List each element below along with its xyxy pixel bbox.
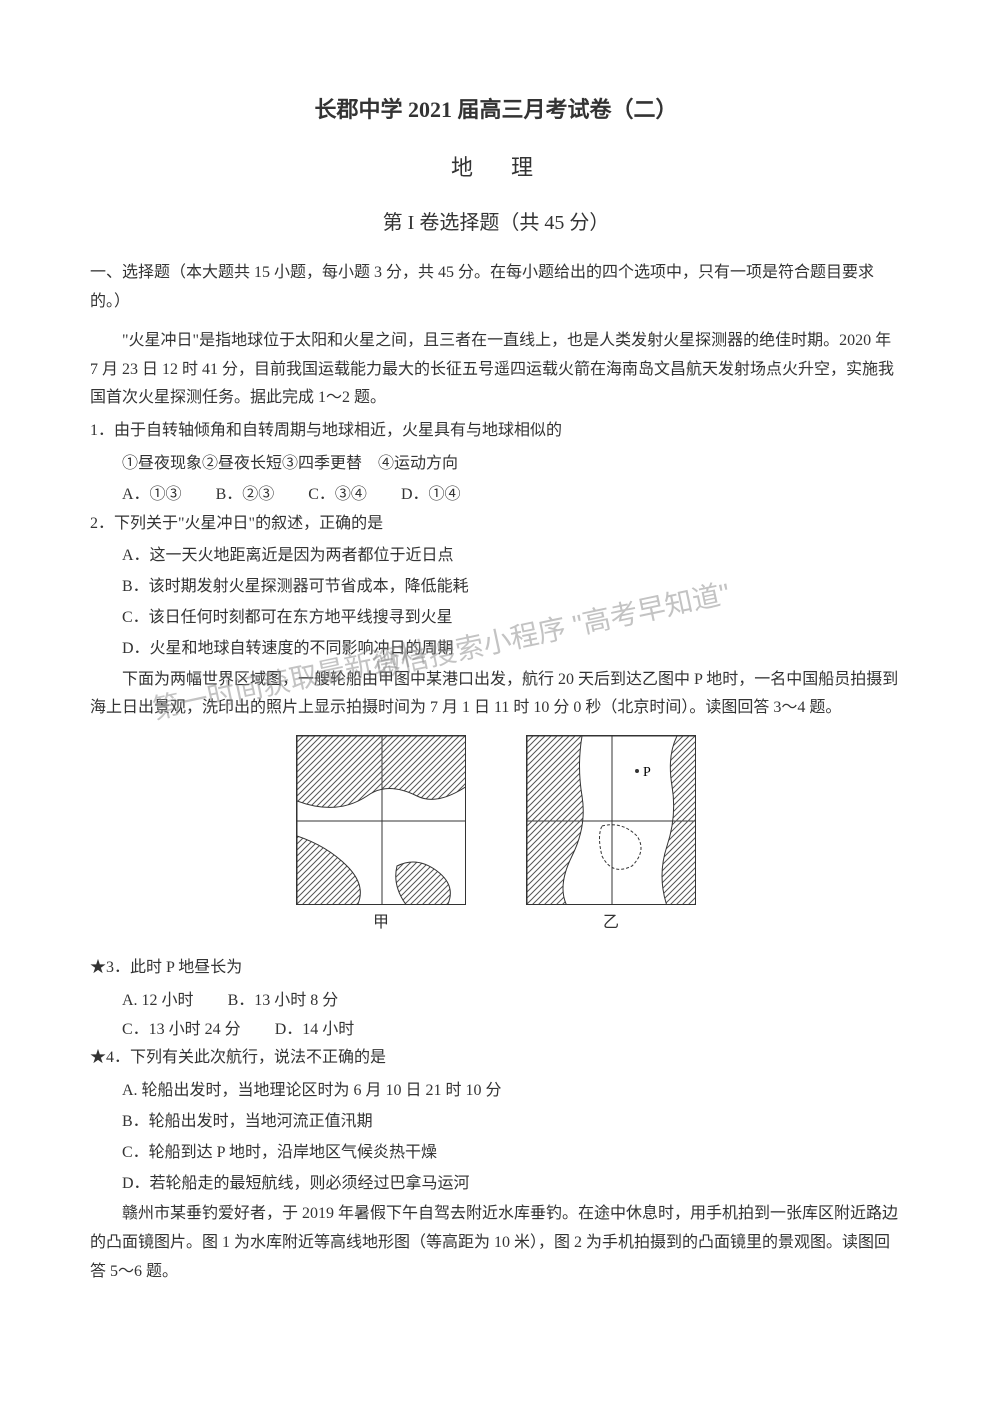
question-4-stem: ★4．下列有关此次航行，说法不正确的是	[90, 1044, 902, 1073]
question-1-stem: 1．由于自转轴倾角和自转周期与地球相近，火星具有与地球相似的	[90, 417, 902, 446]
map2-lon-right: 32°	[617, 735, 637, 736]
q2-opt-c: C．该日任何时刻都可在东方地平线搜寻到火星	[90, 604, 902, 633]
map-1-svg: 94° 90° 32° 28°	[296, 735, 466, 905]
question-1-options: A．①③ B．②③ C．③④ D．①④	[90, 481, 902, 510]
q3-opt-b: B．13 小时 8 分	[228, 987, 339, 1016]
passage-2: 下面为两幅世界区域图，一艘轮船由甲图中某港口出发，航行 20 天后到达乙图中 P…	[90, 666, 902, 724]
map2-point-p: P	[643, 765, 651, 780]
q2-opt-d: D．火星和地球自转速度的不同影响冲日的周期	[90, 635, 902, 664]
q4-opt-c: C．轮船到达 P 地时，沿岸地区气候炎热干燥	[90, 1139, 902, 1168]
q1-opt-a: A．①③	[122, 481, 182, 510]
map1-lon-left: 94°	[312, 735, 332, 736]
passage-3: 赣州市某垂钓爱好者，于 2019 年暑假下午自驾去附近水库垂钓。在途中休息时，用…	[90, 1200, 902, 1286]
map-2-label: 乙	[603, 909, 619, 938]
q1-opt-b: B．②③	[216, 481, 275, 510]
map-2-svg: P 30° 32° 32° 30°	[526, 735, 696, 905]
map2-lon-left: 30°	[542, 735, 562, 736]
q3-opt-c: C．13 小时 24 分	[122, 1016, 241, 1045]
question-2-stem: 2．下列关于"火星冲日"的叙述，正确的是	[90, 510, 902, 539]
q2-opt-b: B．该时期发射火星探测器可节省成本，降低能耗	[90, 573, 902, 602]
q1-opt-c: C．③④	[308, 481, 367, 510]
map-figures: 94° 90° 32° 28° 甲 P 30° 32° 32° 30°	[90, 735, 902, 938]
question-3-options-row1: A. 12 小时 B．13 小时 8 分	[90, 987, 902, 1016]
exam-section: 第 I 卷选择题（共 45 分）	[90, 205, 902, 241]
instruction-text: 一、选择题（本大题共 15 小题，每小题 3 分，共 45 分。在每小题给出的四…	[90, 259, 902, 317]
exam-subject: 地 理	[90, 148, 902, 188]
map-2: P 30° 32° 32° 30° 乙	[526, 735, 696, 938]
q3-opt-d: D．14 小时	[275, 1016, 355, 1045]
q4-opt-b: B．轮船出发时，当地河流正值汛期	[90, 1108, 902, 1137]
q2-opt-a: A．这一天火地距离近是因为两者都位于近日点	[90, 542, 902, 571]
q1-opt-d: D．①④	[401, 481, 461, 510]
question-3-options-row2: C．13 小时 24 分 D．14 小时	[90, 1016, 902, 1045]
map-1-label: 甲	[373, 909, 389, 938]
passage-1: "火星冲日"是指地球位于太阳和火星之间，且三者在一直线上，也是人类发射火星探测器…	[90, 327, 902, 413]
question-3-stem: ★3．此时 P 地昼长为	[90, 954, 902, 983]
q4-opt-a: A. 轮船出发时，当地理论区时为 6 月 10 日 21 时 10 分	[90, 1077, 902, 1106]
q4-opt-d: D．若轮船走的最短航线，则必须经过巴拿马运河	[90, 1170, 902, 1199]
question-1-sub: ①昼夜现象②昼夜长短③四季更替 ④运动方向	[90, 450, 902, 479]
map1-lon-right: 90°	[387, 735, 407, 736]
exam-title: 长郡中学 2021 届高三月考试卷（二）	[90, 90, 902, 130]
map-1: 94° 90° 32° 28° 甲	[296, 735, 466, 938]
q3-opt-a: A. 12 小时	[122, 987, 194, 1016]
